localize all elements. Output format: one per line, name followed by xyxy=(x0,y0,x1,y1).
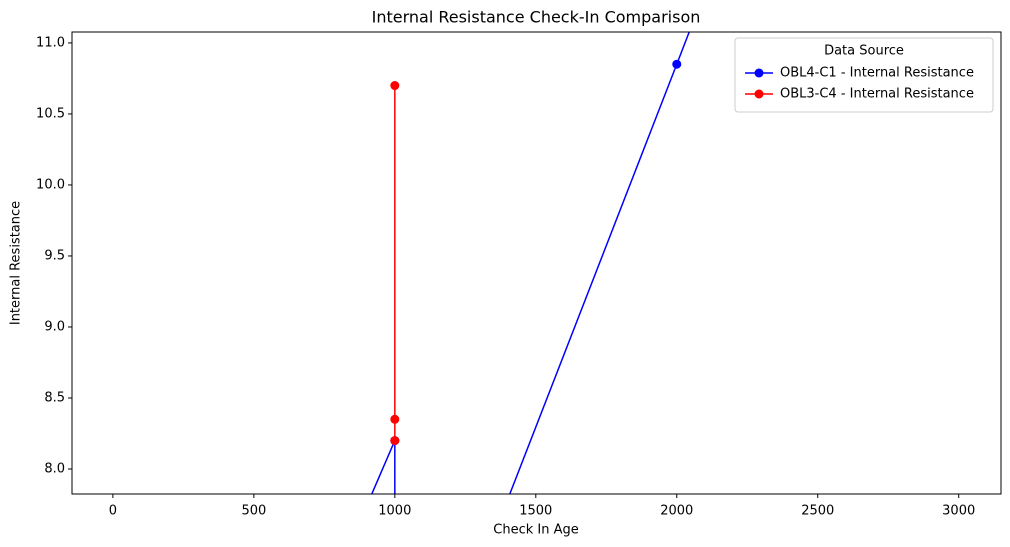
legend-marker xyxy=(754,89,764,99)
y-tick-label: 8.5 xyxy=(44,390,65,405)
chart-title: Internal Resistance Check-In Comparison xyxy=(372,8,701,27)
x-tick-label: 2500 xyxy=(801,504,834,519)
y-tick-label: 8.0 xyxy=(44,462,65,477)
legend-marker xyxy=(754,68,764,78)
y-tick-label: 9.5 xyxy=(44,248,65,263)
y-tick-label: 9.0 xyxy=(44,319,65,334)
x-tick-label: 1500 xyxy=(519,504,552,519)
data-point xyxy=(672,59,682,69)
axes-frame xyxy=(71,31,1002,495)
data-point xyxy=(390,81,400,91)
legend-label: OBL4-C1 - Internal Resistance xyxy=(780,66,974,81)
data-point xyxy=(390,436,400,446)
x-tick-label: 1000 xyxy=(378,504,411,519)
plot-area xyxy=(370,32,690,494)
x-tick-label: 0 xyxy=(109,504,117,519)
legend-title: Data Source xyxy=(824,44,904,59)
y-tick-label: 10.0 xyxy=(36,177,65,192)
data-point xyxy=(390,414,400,424)
x-axis-label: Check In Age xyxy=(493,523,578,538)
legend-box xyxy=(734,37,994,113)
y-axis-label: Internal Resistance xyxy=(9,201,24,325)
y-tick-label: 11.0 xyxy=(36,35,65,50)
x-tick-label: 500 xyxy=(241,504,266,519)
x-tick-label: 3000 xyxy=(942,504,975,519)
x-tick-label: 2000 xyxy=(660,504,693,519)
y-tick-label: 10.5 xyxy=(36,106,65,121)
legend-label: OBL3-C4 - Internal Resistance xyxy=(780,87,974,102)
